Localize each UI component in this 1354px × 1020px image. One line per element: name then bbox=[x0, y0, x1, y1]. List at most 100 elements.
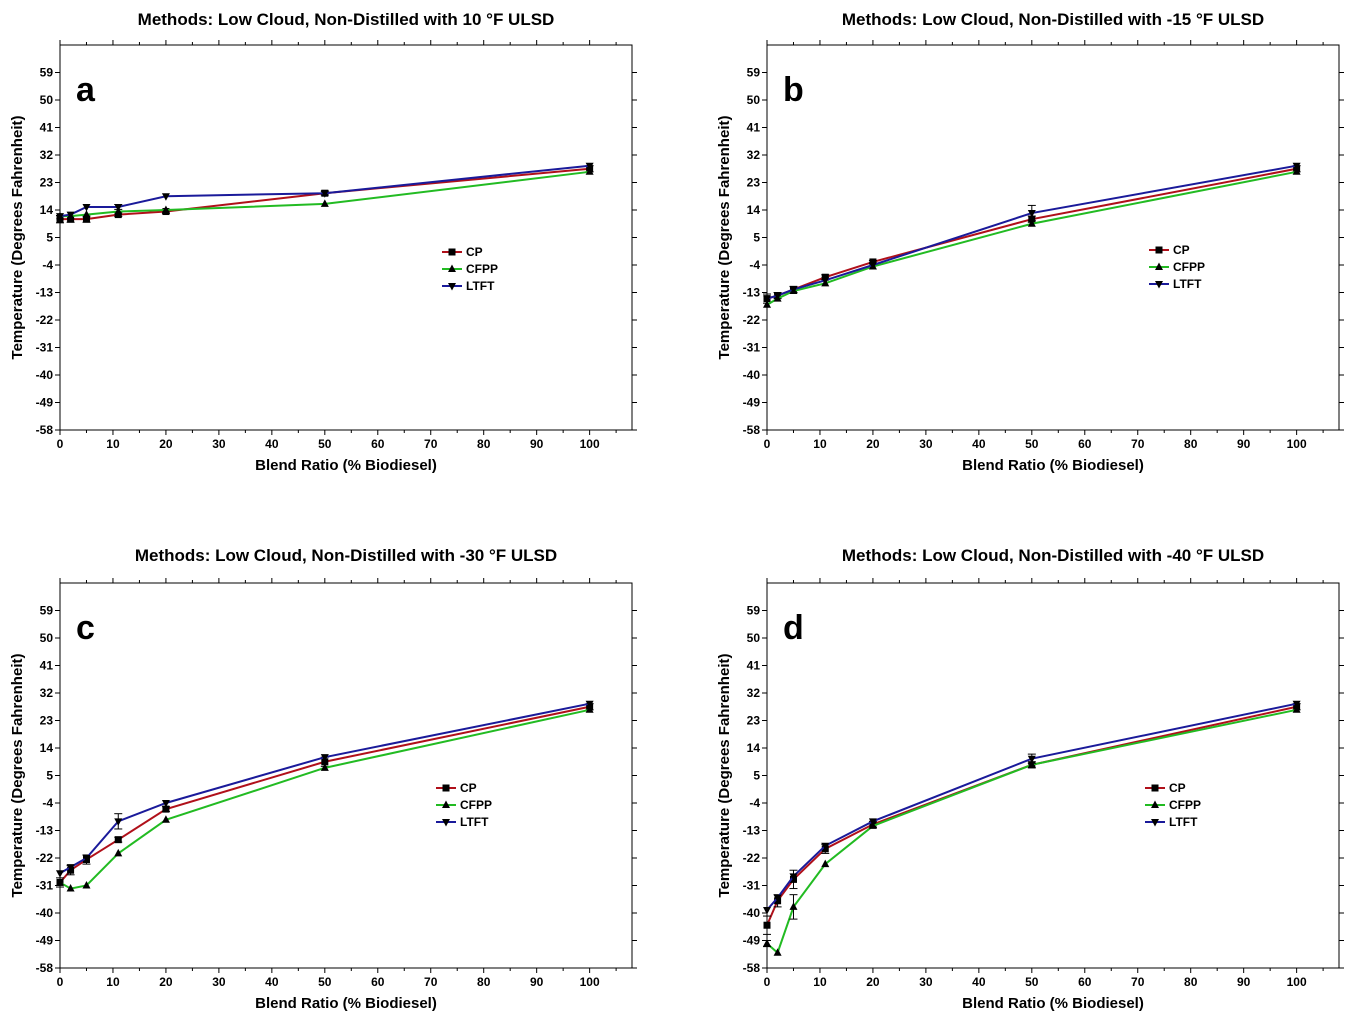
data-point bbox=[161, 205, 170, 213]
y-tick-label: -22 bbox=[36, 851, 54, 865]
data-point bbox=[1027, 219, 1036, 227]
y-tick-label: -4 bbox=[749, 258, 760, 272]
data-point bbox=[821, 842, 830, 851]
x-tick-label: 80 bbox=[477, 975, 491, 989]
y-tick-label: -58 bbox=[743, 961, 761, 975]
data-point bbox=[869, 258, 877, 266]
y-tick-label: 59 bbox=[40, 66, 54, 80]
legend-label: LTFT bbox=[466, 279, 495, 293]
y-tick-label: -4 bbox=[42, 258, 53, 272]
data-point bbox=[789, 902, 798, 910]
data-point bbox=[789, 286, 798, 294]
y-tick-label: 50 bbox=[40, 631, 54, 645]
series-ltft bbox=[763, 162, 1301, 304]
data-point bbox=[66, 864, 75, 872]
x-tick-label: 70 bbox=[424, 975, 438, 989]
y-tick-label: 32 bbox=[747, 686, 761, 700]
y-axis-label: Temperature (Degrees Fahrenheit) bbox=[716, 116, 733, 360]
chart-title: Methods: Low Cloud, Non-Distilled with -… bbox=[135, 546, 557, 565]
data-point bbox=[763, 300, 771, 308]
y-tick-label: 23 bbox=[40, 176, 54, 190]
legend-label: LTFT bbox=[1169, 815, 1198, 829]
y-tick-label: 5 bbox=[753, 231, 760, 245]
data-point bbox=[161, 800, 170, 808]
legend-entry-cp: CP bbox=[442, 245, 483, 259]
y-tick-label: 14 bbox=[747, 203, 761, 217]
x-tick-label: 70 bbox=[1131, 437, 1145, 451]
legend-marker bbox=[1151, 800, 1159, 808]
data-point bbox=[1027, 760, 1036, 768]
x-tick-label: 50 bbox=[318, 975, 332, 989]
data-point bbox=[82, 881, 91, 889]
series-line-cfpp bbox=[766, 170, 1297, 306]
data-point bbox=[320, 754, 329, 762]
plot-frame bbox=[59, 44, 633, 431]
legend-entry-cfpp: CFPP bbox=[1149, 260, 1205, 274]
y-tick-label: 14 bbox=[40, 203, 54, 217]
chart-panel-b: Methods: Low Cloud, Non-Distilled with -… bbox=[716, 10, 1344, 474]
data-point bbox=[114, 203, 123, 212]
legend-marker bbox=[448, 248, 456, 256]
legend-entry-ltft: LTFT bbox=[1145, 815, 1198, 829]
data-point bbox=[82, 203, 91, 212]
y-tick-label: -13 bbox=[743, 824, 761, 838]
legend-marker bbox=[1151, 819, 1159, 827]
chart-title: Methods: Low Cloud, Non-Distilled with -… bbox=[842, 546, 1264, 565]
panel-label: d bbox=[783, 609, 804, 647]
y-tick-label: -13 bbox=[743, 286, 761, 300]
x-tick-label: 30 bbox=[919, 975, 933, 989]
x-tick-label: 60 bbox=[371, 975, 385, 989]
plot-frame bbox=[59, 582, 633, 969]
data-point bbox=[868, 262, 877, 270]
y-tick-label: 59 bbox=[747, 66, 761, 80]
x-tick-label: 80 bbox=[1184, 437, 1198, 451]
y-tick-label: 32 bbox=[40, 148, 54, 162]
legend-entry-cp: CP bbox=[1149, 243, 1190, 257]
legend-label: LTFT bbox=[1173, 277, 1202, 291]
y-tick-label: 59 bbox=[40, 604, 54, 618]
x-tick-label: 60 bbox=[1078, 975, 1092, 989]
legend-entry-ltft: LTFT bbox=[442, 279, 495, 293]
x-tick-label: 30 bbox=[919, 437, 933, 451]
y-axis-label: Temperature (Degrees Fahrenheit) bbox=[9, 116, 26, 360]
data-point bbox=[585, 705, 594, 713]
data-point bbox=[66, 211, 75, 220]
y-tick-label: 14 bbox=[747, 741, 761, 755]
x-axis-label: Blend Ratio (% Biodiesel) bbox=[255, 457, 437, 474]
y-tick-label: 50 bbox=[747, 93, 761, 107]
x-tick-label: 70 bbox=[424, 437, 438, 451]
legend-marker bbox=[1155, 281, 1163, 289]
data-point bbox=[1292, 700, 1301, 709]
x-tick-label: 40 bbox=[972, 975, 986, 989]
x-tick-label: 0 bbox=[57, 975, 64, 989]
x-tick-label: 0 bbox=[57, 437, 64, 451]
data-point bbox=[161, 815, 170, 823]
y-tick-label: 41 bbox=[747, 659, 761, 673]
data-point bbox=[320, 763, 329, 771]
legend-label: LTFT bbox=[460, 815, 489, 829]
panel-label: a bbox=[76, 71, 96, 109]
chart-title: Methods: Low Cloud, Non-Distilled with -… bbox=[842, 10, 1264, 29]
data-point bbox=[1292, 705, 1301, 713]
x-tick-label: 90 bbox=[1237, 437, 1251, 451]
data-point bbox=[320, 190, 329, 198]
data-point bbox=[82, 215, 90, 223]
y-tick-label: -49 bbox=[36, 934, 54, 948]
y-axis-label: Temperature (Degrees Fahrenheit) bbox=[716, 654, 733, 898]
y-tick-label: 23 bbox=[747, 714, 761, 728]
legend-marker bbox=[442, 800, 450, 808]
data-point bbox=[82, 855, 91, 863]
data-point bbox=[320, 199, 329, 207]
data-point bbox=[773, 292, 782, 301]
y-tick-label: 59 bbox=[747, 604, 761, 618]
y-axis-label: Temperature (Degrees Fahrenheit) bbox=[9, 654, 26, 898]
data-point bbox=[821, 277, 830, 285]
legend-marker bbox=[448, 264, 456, 272]
series-cfpp bbox=[763, 167, 1301, 308]
x-tick-label: 90 bbox=[1237, 975, 1251, 989]
x-tick-label: 40 bbox=[265, 975, 279, 989]
y-tick-label: 41 bbox=[40, 121, 54, 135]
data-point bbox=[114, 211, 122, 219]
x-tick-label: 50 bbox=[1025, 975, 1039, 989]
